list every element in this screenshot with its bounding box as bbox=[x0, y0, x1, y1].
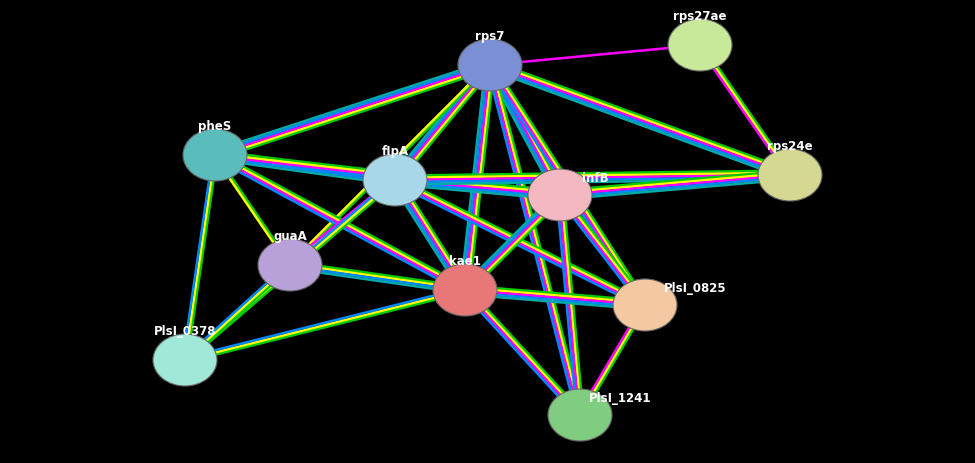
Ellipse shape bbox=[528, 169, 592, 221]
Ellipse shape bbox=[183, 129, 247, 181]
Ellipse shape bbox=[758, 149, 822, 201]
Text: PlsI_0825: PlsI_0825 bbox=[664, 282, 726, 295]
Ellipse shape bbox=[458, 39, 522, 91]
Ellipse shape bbox=[613, 279, 677, 331]
Ellipse shape bbox=[363, 154, 427, 206]
Text: guaA: guaA bbox=[273, 230, 307, 243]
Text: kae1: kae1 bbox=[449, 255, 481, 268]
Text: PlsI_0378: PlsI_0378 bbox=[154, 325, 216, 338]
Text: infB: infB bbox=[582, 172, 608, 185]
Ellipse shape bbox=[668, 19, 732, 71]
Ellipse shape bbox=[258, 239, 322, 291]
Ellipse shape bbox=[433, 264, 497, 316]
Text: fIpA: fIpA bbox=[381, 145, 409, 158]
Text: pheS: pheS bbox=[198, 120, 232, 133]
Ellipse shape bbox=[548, 389, 612, 441]
Text: PlsI_1241: PlsI_1241 bbox=[589, 392, 651, 405]
Text: rps27ae: rps27ae bbox=[674, 10, 726, 23]
Ellipse shape bbox=[153, 334, 217, 386]
Text: rps24e: rps24e bbox=[767, 140, 813, 153]
Text: rps7: rps7 bbox=[476, 30, 505, 43]
